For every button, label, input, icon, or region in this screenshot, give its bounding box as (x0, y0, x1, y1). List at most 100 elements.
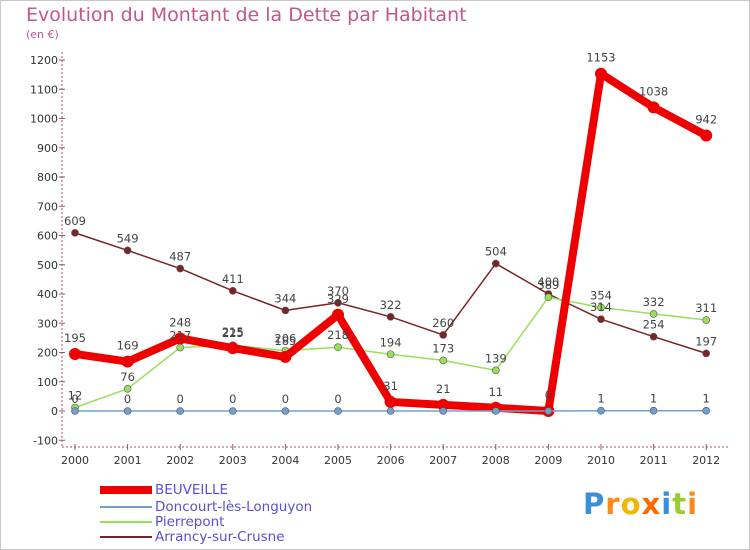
data-label: 1153 (586, 51, 615, 65)
data-point (649, 332, 658, 341)
data-point (597, 315, 605, 323)
data-label: 0 (282, 392, 289, 406)
data-point (386, 407, 395, 415)
data-point (334, 343, 342, 352)
data-label: 173 (432, 341, 454, 355)
data-point (702, 349, 711, 358)
y-tick-label: 900 (37, 142, 58, 155)
x-tick-label: 2003 (219, 454, 247, 467)
data-point (595, 67, 607, 80)
data-label: 260 (432, 316, 454, 330)
data-point (176, 407, 184, 415)
logo-letter: x (641, 487, 662, 521)
y-tick-label: 400 (37, 288, 58, 301)
data-label: 0 (545, 388, 552, 402)
data-point (491, 366, 500, 375)
data-label: 1038 (639, 84, 668, 98)
y-tick-label: 300 (37, 317, 58, 330)
data-label: 169 (117, 339, 139, 353)
data-label: 0 (124, 392, 131, 406)
x-tick-label: 2002 (166, 454, 194, 467)
data-point (439, 331, 448, 339)
data-point (332, 308, 344, 321)
data-label: 31 (383, 379, 398, 393)
data-point (544, 293, 553, 302)
x-tick-label: 2001 (114, 454, 142, 467)
data-label: 139 (485, 351, 507, 365)
data-point (437, 398, 450, 411)
data-label: 354 (590, 288, 612, 302)
legend-item-doncourt: Doncourt-lès-Longuyon (100, 499, 312, 515)
data-label: 225 (222, 326, 244, 340)
data-label: 254 (643, 318, 665, 332)
chart-axes: -100010020030040050060070080090010001100… (30, 52, 730, 467)
legend-label-pierrepont: Pierrepont (155, 514, 225, 530)
y-tick-label: 0 (51, 405, 58, 418)
data-point (649, 310, 658, 318)
data-label: 1 (650, 392, 657, 406)
data-point (121, 355, 134, 368)
data-label: 195 (64, 331, 86, 345)
data-point (647, 101, 660, 114)
data-point (229, 407, 237, 415)
data-point (123, 384, 132, 393)
x-tick-label: 2006 (377, 454, 405, 467)
data-point (702, 316, 711, 324)
chart-subtitle: (en €) (26, 28, 59, 41)
legend-label-arrancy: Arrancy-sur-Crusne (155, 529, 285, 545)
data-point (71, 407, 79, 415)
proxiti-logo: Proxiti (583, 487, 698, 521)
data-point (439, 407, 448, 415)
data-label: 217 (169, 329, 191, 343)
logo-letter: P (583, 487, 606, 521)
logo-letter: r (605, 487, 621, 521)
x-tick-label: 2009 (534, 454, 562, 467)
x-tick-label: 2007 (429, 454, 457, 467)
data-point (334, 407, 342, 415)
data-label: 504 (485, 245, 507, 259)
data-point (384, 395, 397, 408)
data-label: 0 (334, 392, 341, 406)
x-tick-label: 2010 (587, 454, 615, 467)
data-point (491, 407, 500, 415)
data-label: 185 (274, 334, 296, 348)
data-label: 329 (327, 292, 349, 306)
legend-swatch-doncourt (100, 506, 152, 508)
x-tick-label: 2011 (640, 454, 668, 467)
chart-title: Evolution du Montant de la Dette par Hab… (26, 4, 467, 26)
data-point (176, 264, 184, 273)
data-label: 1 (597, 392, 604, 406)
legend-label-doncourt: Doncourt-lès-Longuyon (155, 499, 313, 515)
y-tick-label: -100 (33, 434, 58, 447)
data-label: 942 (695, 112, 717, 126)
data-point (386, 313, 395, 321)
data-point (491, 259, 500, 268)
logo-letter: t (672, 487, 688, 521)
logo-letter: i (687, 487, 699, 521)
y-tick-label: 800 (37, 171, 58, 184)
legend-swatch-pierrepont (100, 521, 152, 523)
legend-item-beuveille: BEUVEILLE (100, 482, 228, 498)
y-tick-label: 1000 (30, 113, 58, 126)
data-point (544, 407, 553, 415)
data-point (334, 298, 342, 307)
data-label: 11 (488, 385, 503, 399)
data-point (176, 343, 184, 352)
data-label: 311 (695, 301, 717, 315)
y-tick-label: 600 (37, 230, 58, 243)
x-tick-label: 2008 (482, 454, 510, 467)
data-label: 21 (436, 382, 451, 396)
data-point (226, 342, 239, 355)
legend-item-arrancy: Arrancy-sur-Crusne (100, 529, 285, 545)
data-label: 609 (64, 214, 86, 228)
y-tick-label: 1100 (30, 83, 58, 96)
data-label: 344 (274, 291, 296, 305)
x-tick-label: 2012 (692, 454, 720, 467)
data-point (649, 406, 658, 415)
legend-swatch-beuveille (100, 486, 152, 494)
data-label: 206 (274, 332, 296, 346)
data-point (279, 350, 292, 363)
x-tick-label: 2005 (324, 454, 352, 467)
